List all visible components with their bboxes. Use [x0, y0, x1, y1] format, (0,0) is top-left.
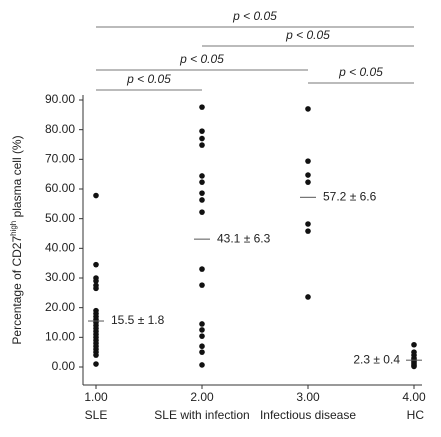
- data-point: [199, 282, 205, 288]
- data-point: [199, 321, 205, 327]
- category-label: SLE with infection: [154, 408, 249, 422]
- data-point: [199, 104, 205, 110]
- mean-label: 15.5 ± 1.8: [111, 313, 165, 327]
- data-point: [199, 266, 205, 272]
- data-point: [199, 142, 205, 148]
- y-tick-label: 40.00: [45, 241, 75, 255]
- y-tick-label: 20.00: [45, 300, 75, 314]
- data-point: [305, 221, 311, 227]
- category-label: Infectious disease: [260, 408, 356, 422]
- data-point: [199, 173, 205, 179]
- data-point: [305, 228, 311, 234]
- data-point: [199, 190, 205, 196]
- data-point: [199, 179, 205, 185]
- data-point: [199, 362, 205, 368]
- category-label: HC: [407, 408, 425, 422]
- x-tick-label: 1.00: [84, 390, 108, 404]
- data-point: [411, 341, 417, 348]
- y-tick-label: 60.00: [45, 181, 75, 195]
- y-tick-label: 50.00: [45, 211, 75, 225]
- significance-label: p < 0.05: [338, 65, 383, 79]
- y-tick-label: 10.00: [45, 330, 75, 344]
- mean-label: 57.2 ± 6.6: [323, 189, 377, 203]
- y-tick-label: 0.00: [52, 359, 76, 373]
- data-point: [199, 343, 205, 350]
- data-point: [305, 106, 311, 112]
- data-point: [93, 192, 99, 199]
- data-point: [411, 363, 417, 370]
- data-point: [305, 294, 311, 300]
- data-point: [199, 128, 205, 134]
- data-point: [199, 327, 205, 333]
- y-tick-label: 30.00: [45, 270, 75, 284]
- data-point: [305, 179, 311, 185]
- significance-label: p < 0.05: [126, 72, 171, 86]
- mean-label: 43.1 ± 6.3: [217, 231, 271, 245]
- x-tick-label: 2.00: [190, 390, 214, 404]
- category-label: SLE: [85, 408, 108, 422]
- x-tick-label: 4.00: [402, 390, 426, 404]
- data-point: [199, 333, 205, 339]
- data-point: [199, 197, 205, 203]
- data-point: [305, 172, 311, 178]
- data-point: [199, 209, 205, 215]
- data-point: [305, 158, 311, 164]
- data-point: [199, 349, 205, 355]
- data-point: [199, 135, 205, 142]
- y-axis-label-sup: high: [9, 221, 18, 236]
- significance-label: p < 0.05: [179, 52, 224, 66]
- mean-label: 2.3 ± 0.4: [353, 352, 400, 366]
- y-axis-label: Percentage of CD27high plasma cell (%): [9, 135, 24, 344]
- data-point: [93, 361, 99, 367]
- significance-label: p < 0.05: [285, 28, 330, 42]
- y-tick-label: 90.00: [45, 92, 75, 106]
- y-tick-label: 70.00: [45, 152, 75, 166]
- x-tick-label: 3.00: [296, 390, 320, 404]
- data-point: [93, 352, 99, 358]
- y-axis-label-part: plasma cell (%): [10, 135, 24, 220]
- y-axis-label-part: Percentage of CD27: [10, 236, 24, 345]
- y-tick-label: 80.00: [45, 122, 75, 136]
- data-point: [93, 278, 99, 284]
- data-point: [93, 261, 99, 268]
- significance-label: p < 0.05: [232, 9, 277, 23]
- data-point: [93, 285, 99, 292]
